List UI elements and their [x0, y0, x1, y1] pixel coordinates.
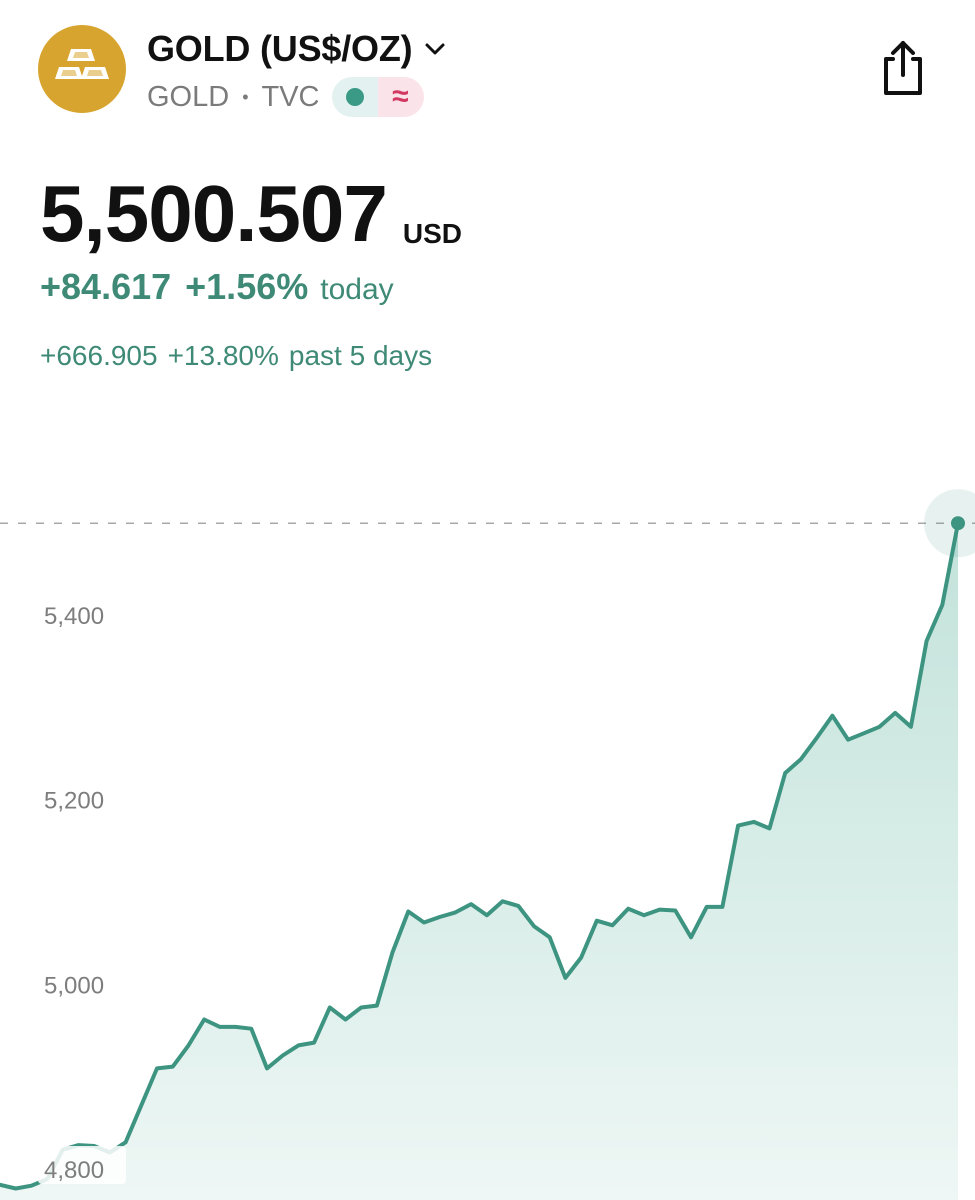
gold-logo	[38, 25, 126, 113]
y-axis-tick-label: 4,800	[44, 1157, 104, 1184]
chevron-down-icon	[424, 42, 446, 56]
last-point-halo	[924, 489, 975, 558]
symbol-code: GOLD	[147, 80, 230, 113]
price-series-line	[0, 521, 960, 1191]
change-5d-value: +666.905	[40, 340, 158, 371]
y-axis-tick-label: 5,400	[44, 603, 104, 630]
symbol-subtitle: GOLD • TVC ≈	[147, 76, 424, 118]
y-axis-tick-label: 5,200	[44, 788, 104, 815]
price-block: 5,500.507 USD	[40, 168, 462, 260]
change-5d-percent: +13.80%	[167, 340, 279, 371]
gold-bars-icon	[50, 43, 114, 96]
change-today-value: +84.617	[40, 266, 172, 307]
price-area-fill	[0, 523, 958, 1200]
exchange-name: TVC	[261, 80, 320, 113]
symbol-title-dropdown[interactable]: GOLD (US$/OZ)	[147, 26, 446, 72]
share-icon	[880, 39, 926, 102]
change-today: +84.617 +1.56% today	[40, 266, 394, 308]
last-point-marker	[951, 516, 965, 531]
market-open-indicator	[331, 77, 378, 117]
last-price: 5,500.507	[40, 169, 388, 258]
market-open-dot-icon	[345, 88, 364, 106]
symbol-title: GOLD (US$/OZ)	[147, 28, 413, 69]
currency-label: USD	[402, 218, 463, 249]
share-button[interactable]	[878, 40, 928, 100]
market-status-pill[interactable]: ≈	[331, 77, 424, 117]
y-axis-tick-label: 5,000	[44, 972, 104, 999]
delayed-data-icon: ≈	[392, 80, 409, 113]
price-chart[interactable]: 4,800 5,000 5,200 5,400	[0, 480, 975, 1200]
change-today-percent: +1.56%	[185, 266, 309, 307]
change-5d-label: past 5 days	[288, 340, 433, 371]
change-5-days: +666.905 +13.80% past 5 days	[40, 340, 432, 372]
delayed-data-indicator: ≈	[377, 77, 424, 117]
change-today-label: today	[320, 273, 394, 306]
y-axis-label-bg	[38, 1146, 126, 1184]
separator-dot: •	[242, 86, 249, 107]
